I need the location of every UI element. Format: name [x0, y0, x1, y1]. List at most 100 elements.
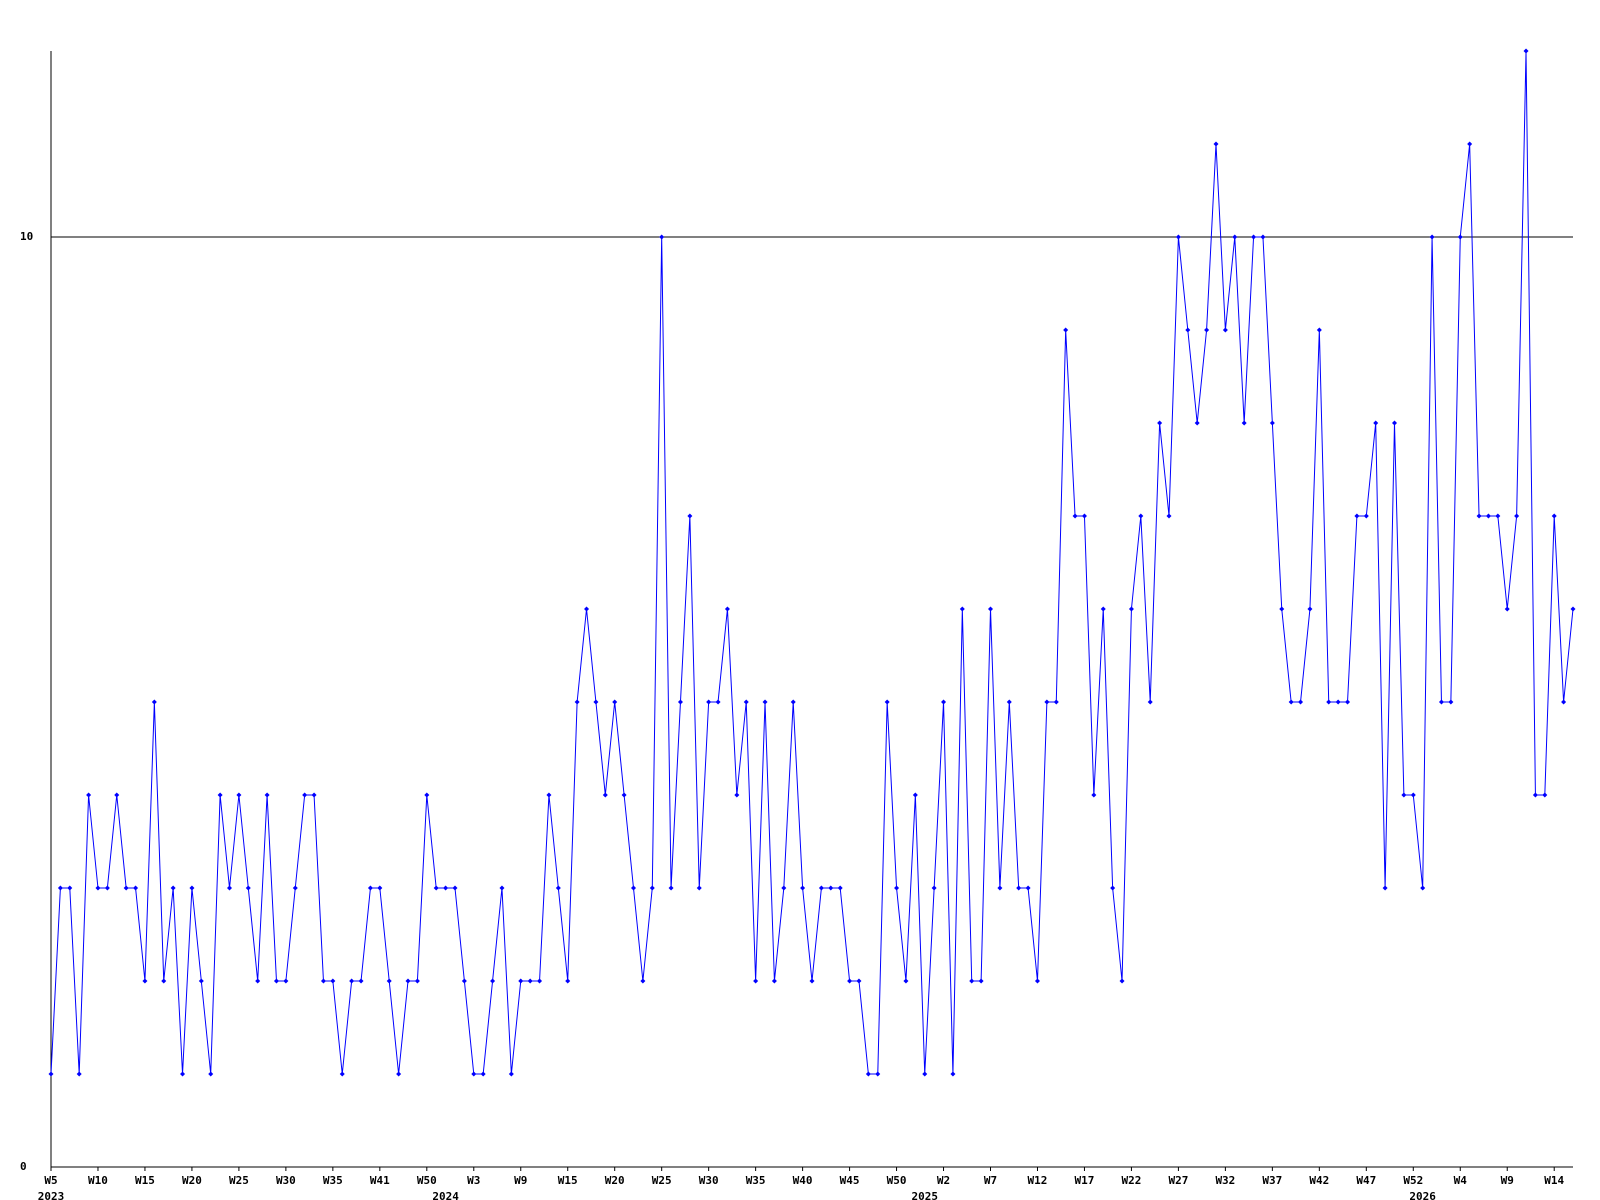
point-marker: [856, 978, 862, 984]
point-marker: [1467, 141, 1473, 147]
point-marker: [593, 699, 599, 705]
x-tick-label: W35: [746, 1174, 766, 1187]
point-marker: [771, 978, 777, 984]
point-marker: [358, 978, 364, 984]
point-marker: [151, 699, 157, 705]
point-marker: [461, 978, 467, 984]
x-tick-label: W52: [1403, 1174, 1423, 1187]
point-marker: [903, 978, 909, 984]
point-marker: [405, 978, 411, 984]
point-marker: [734, 792, 740, 798]
point-marker: [217, 792, 223, 798]
point-marker: [264, 792, 270, 798]
point-marker: [884, 699, 890, 705]
point-marker: [1363, 513, 1369, 519]
point-marker: [912, 792, 918, 798]
point-marker: [1147, 699, 1153, 705]
point-marker: [800, 885, 806, 891]
point-marker: [875, 1071, 881, 1077]
year-label: 2025: [911, 1190, 938, 1200]
y-tick-label: 0: [20, 1160, 27, 1173]
x-tick-label: W3: [467, 1174, 480, 1187]
x-tick-label: W35: [323, 1174, 343, 1187]
point-marker: [95, 885, 101, 891]
point-marker: [114, 792, 120, 798]
point-marker: [1063, 327, 1069, 333]
point-marker: [433, 885, 439, 891]
point-marker: [189, 885, 195, 891]
x-tick-label: W27: [1168, 1174, 1188, 1187]
point-marker: [1025, 885, 1031, 891]
point-marker: [809, 978, 815, 984]
point-marker: [377, 885, 383, 891]
point-marker: [555, 885, 561, 891]
point-marker: [273, 978, 279, 984]
point-marker: [537, 978, 543, 984]
point-marker: [1204, 327, 1210, 333]
point-marker: [1213, 141, 1219, 147]
point-marker: [471, 1071, 477, 1077]
point-marker: [1044, 699, 1050, 705]
x-tick-label: W45: [840, 1174, 860, 1187]
point-marker: [508, 1071, 514, 1077]
point-marker: [1514, 513, 1520, 519]
point-marker: [988, 606, 994, 612]
point-marker: [104, 885, 110, 891]
point-marker: [931, 885, 937, 891]
x-tick-label: W9: [1501, 1174, 1514, 1187]
x-tick-label: W47: [1356, 1174, 1376, 1187]
point-marker: [1457, 234, 1463, 240]
point-marker: [865, 1071, 871, 1077]
point-marker: [687, 513, 693, 519]
point-marker: [57, 885, 63, 891]
point-marker: [612, 699, 618, 705]
point-marker: [180, 1071, 186, 1077]
point-marker: [941, 699, 947, 705]
point-marker: [1260, 234, 1266, 240]
x-tick-label: W30: [276, 1174, 296, 1187]
year-label: 2026: [1409, 1190, 1436, 1200]
point-marker: [1269, 420, 1275, 426]
x-tick-label: W50: [417, 1174, 437, 1187]
point-marker: [1570, 606, 1576, 612]
point-marker: [283, 978, 289, 984]
point-marker: [1345, 699, 1351, 705]
point-marker: [743, 699, 749, 705]
point-marker: [1561, 699, 1567, 705]
point-marker: [1354, 513, 1360, 519]
point-marker: [959, 606, 965, 612]
year-label: 2024: [432, 1190, 459, 1200]
point-marker: [1138, 513, 1144, 519]
point-marker: [1326, 699, 1332, 705]
point-marker: [1504, 606, 1510, 612]
point-marker: [565, 978, 571, 984]
point-marker: [1532, 792, 1538, 798]
x-tick-label: W42: [1309, 1174, 1329, 1187]
point-marker: [724, 606, 730, 612]
point-marker: [1410, 792, 1416, 798]
point-marker: [668, 885, 674, 891]
point-marker: [574, 699, 580, 705]
year-label: 2023: [38, 1190, 65, 1200]
point-marker: [1006, 699, 1012, 705]
point-marker: [950, 1071, 956, 1077]
x-tick-label: W20: [182, 1174, 202, 1187]
point-marker: [1373, 420, 1379, 426]
point-marker: [396, 1071, 402, 1077]
point-marker: [386, 978, 392, 984]
point-marker: [1551, 513, 1557, 519]
x-tick-label: W25: [652, 1174, 672, 1187]
point-marker: [818, 885, 824, 891]
point-marker: [1091, 792, 1097, 798]
x-tick-label: W7: [984, 1174, 997, 1187]
x-tick-label: W41: [370, 1174, 390, 1187]
point-marker: [790, 699, 796, 705]
point-marker: [133, 885, 139, 891]
point-marker: [753, 978, 759, 984]
point-marker: [1298, 699, 1304, 705]
point-marker: [227, 885, 233, 891]
point-marker: [1110, 885, 1116, 891]
point-marker: [1307, 606, 1313, 612]
point-marker: [443, 885, 449, 891]
